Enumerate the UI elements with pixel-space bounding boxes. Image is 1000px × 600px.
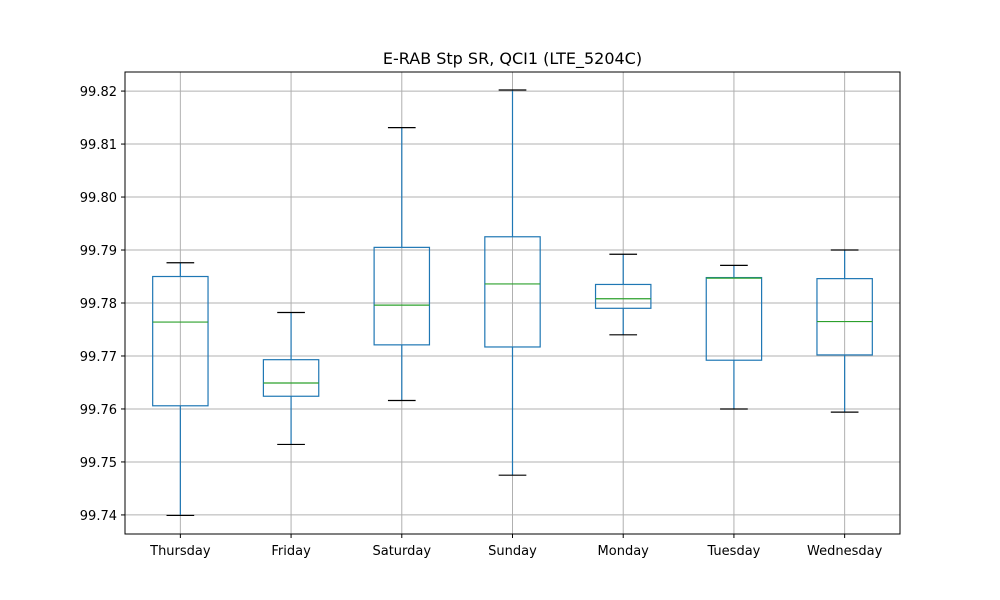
box-wednesday <box>816 249 873 413</box>
x-tick-label: Wednesday <box>807 544 883 559</box>
box-saturday <box>373 127 431 402</box>
box-thursday <box>152 262 209 517</box>
box-tuesday <box>705 264 763 410</box>
box-monday <box>594 253 652 336</box>
y-tick-label: 99.78 <box>80 297 117 312</box>
box-iqr <box>373 246 431 346</box>
box-iqr <box>594 283 652 309</box>
y-tick-label: 99.81 <box>80 138 117 153</box>
chart-title: E-RAB Stp SR, QCI1 (LTE_5204C) <box>383 49 642 69</box>
y-axis: 99.74 99.75 99.76 99.77 99.78 99.79 99.80 99.81… <box>80 85 125 524</box>
box-iqr <box>484 236 541 348</box>
y-tick-label: 99.75 <box>80 456 117 471</box>
box-iqr <box>262 359 320 397</box>
box-iqr <box>152 275 209 407</box>
x-tick-label: Saturday <box>372 544 431 559</box>
y-tick-label: 99.74 <box>80 509 117 524</box>
x-tick-label: Tuesday <box>706 544 760 559</box>
y-tick-label: 99.77 <box>80 350 117 365</box>
x-tick-label: Monday <box>598 544 650 559</box>
y-tick-label: 99.82 <box>80 85 117 100</box>
x-tick-label: Thursday <box>149 544 211 559</box>
y-tick-label: 99.79 <box>80 244 117 259</box>
x-tick-label: Friday <box>271 544 311 559</box>
box-series <box>152 89 873 517</box>
box-iqr <box>816 278 873 356</box>
x-axis: Thursday Friday Saturday Sunday Monday Tuesda… <box>149 534 883 559</box>
box-friday <box>262 311 320 446</box>
x-tick-label: Sunday <box>488 544 537 559</box>
y-tick-label: 99.76 <box>80 403 117 418</box>
box-sunday <box>484 89 541 476</box>
y-tick-label: 99.80 <box>80 191 117 206</box>
